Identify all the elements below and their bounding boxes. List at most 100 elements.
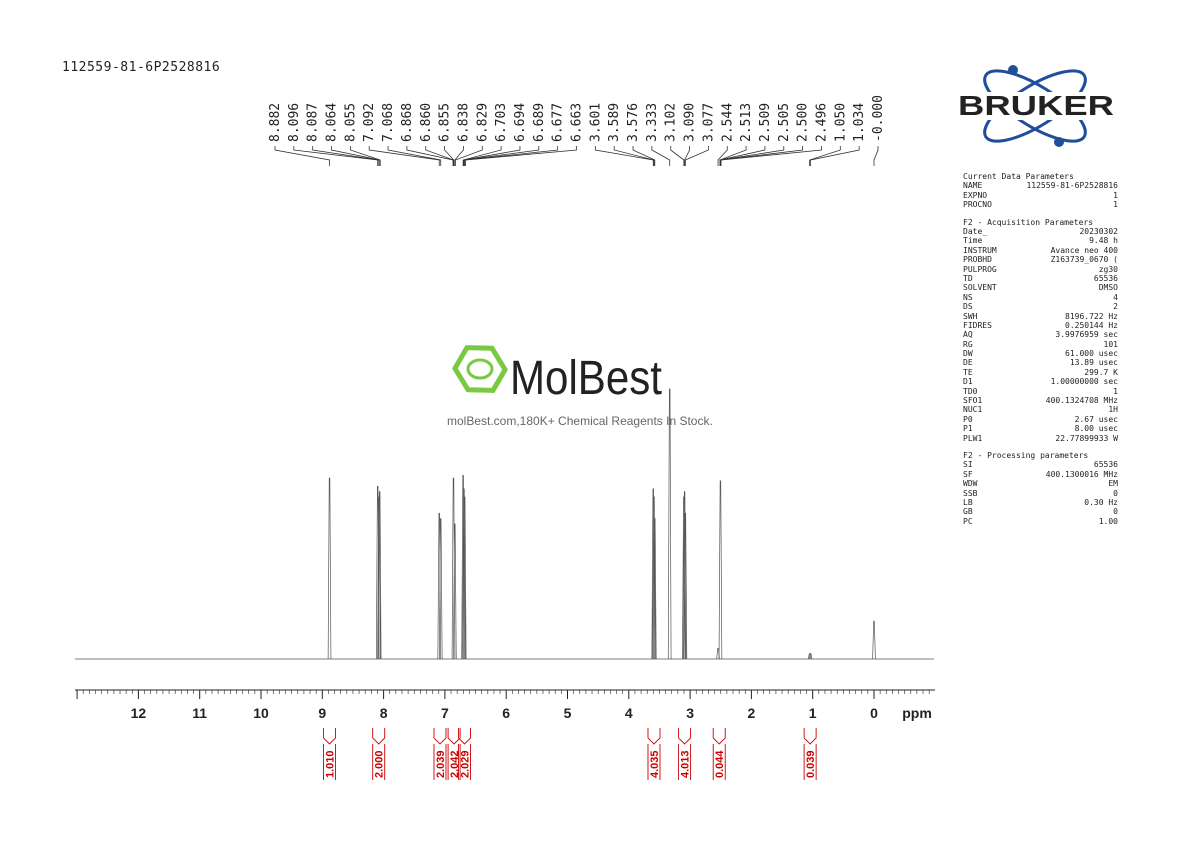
param-row: SOLVENT DMSO bbox=[963, 283, 1118, 292]
param-key: TE bbox=[963, 367, 973, 377]
peak-label: 6.677 bbox=[551, 103, 566, 142]
x-tick-label: 3 bbox=[686, 705, 694, 721]
param-row: FIDRES 0.250144 Hz bbox=[963, 321, 1118, 330]
peak-label-leader bbox=[810, 146, 860, 166]
spectrum-peak bbox=[807, 653, 812, 660]
param-row: Time 9.48 h bbox=[963, 236, 1118, 245]
param-key: NS bbox=[963, 292, 973, 302]
x-axis-label: ppm bbox=[902, 705, 932, 721]
param-value: 65536 bbox=[1093, 460, 1118, 470]
param-value: 2.67 usec bbox=[1074, 414, 1118, 424]
peak-label: 2.513 bbox=[739, 103, 754, 142]
x-tick-label: 7 bbox=[441, 705, 449, 721]
param-value: 1 bbox=[1113, 386, 1118, 396]
peak-label-leader bbox=[809, 146, 841, 166]
peak-label: 8.882 bbox=[268, 103, 283, 142]
molbest-name: MolBest bbox=[510, 352, 662, 402]
peak-label: 6.694 bbox=[513, 103, 528, 142]
param-value: 400.1300016 MHz bbox=[1045, 469, 1118, 479]
peak-label-leader bbox=[274, 146, 330, 166]
x-tick-label: 2 bbox=[748, 705, 756, 721]
integral-bracket bbox=[458, 728, 471, 745]
peak-label-leader bbox=[406, 146, 454, 166]
integral-value: 2.000 bbox=[374, 750, 386, 778]
peak-label: 2.496 bbox=[814, 103, 829, 142]
param-value: 8196.722 Hz bbox=[1065, 311, 1118, 321]
peak-label: 6.868 bbox=[400, 103, 415, 142]
param-value: 13.89 usec bbox=[1069, 358, 1118, 368]
param-value: 0.30 Hz bbox=[1084, 497, 1118, 507]
integral-bracket bbox=[803, 728, 817, 745]
param-key: EXPNO bbox=[963, 190, 988, 200]
peak-label-leader bbox=[464, 146, 559, 166]
integral-value: 0.039 bbox=[805, 750, 817, 778]
integral-value: 4.013 bbox=[680, 750, 692, 778]
param-row: SI 65536 bbox=[963, 460, 1118, 469]
peak-label: 3.090 bbox=[683, 103, 698, 142]
integral-bracket bbox=[433, 728, 447, 745]
param-row: NAME 112559-81-6P2528816 bbox=[963, 181, 1118, 190]
peak-label: 1.050 bbox=[833, 103, 848, 142]
acquisition-parameters-panel: Current Data Parameters NAME 112559-81-6P… bbox=[963, 172, 1118, 526]
param-value: 20230302 bbox=[1079, 226, 1118, 236]
peak-label: 6.689 bbox=[532, 103, 547, 142]
x-tick-label: 5 bbox=[564, 705, 572, 721]
peak-label: 3.576 bbox=[626, 103, 641, 142]
peak-label: 6.860 bbox=[419, 103, 434, 142]
param-key: AQ bbox=[963, 330, 973, 340]
integral-value: 2.029 bbox=[460, 750, 472, 778]
param-row: LB 0.30 Hz bbox=[963, 498, 1118, 507]
param-row: GB 0 bbox=[963, 507, 1118, 516]
peak-label: -0.000 bbox=[871, 95, 886, 142]
param-key: Time bbox=[963, 236, 983, 246]
param-row: PLW1 22.77899933 W bbox=[963, 434, 1118, 443]
integral-bracket bbox=[712, 728, 726, 745]
param-key: SI bbox=[963, 460, 973, 470]
watermark-tagline: molBest.com,180K+ Chemical Reagents In S… bbox=[447, 414, 713, 428]
param-value: 1.00 bbox=[1098, 516, 1118, 526]
param-value: 1.00000000 sec bbox=[1050, 377, 1118, 387]
spectrum-peak bbox=[377, 491, 382, 660]
current-params-list: NAME 112559-81-6P2528816 EXPNO 1 PROCNO 1 bbox=[963, 181, 1118, 209]
spectrum-peak bbox=[462, 488, 466, 660]
peak-label-leader bbox=[594, 146, 654, 166]
param-row: SF 400.1300016 MHz bbox=[963, 470, 1118, 479]
param-key: PROBHD bbox=[963, 255, 992, 265]
param-key: PLW1 bbox=[963, 433, 983, 443]
x-tick-label: 12 bbox=[131, 705, 147, 721]
peak-label-leader bbox=[454, 146, 464, 166]
peak-label: 3.589 bbox=[607, 103, 622, 142]
param-value: EM bbox=[1108, 479, 1118, 489]
peak-label-leader bbox=[651, 146, 671, 166]
param-row: DS 2 bbox=[963, 302, 1118, 311]
x-tick-label: 9 bbox=[318, 705, 326, 721]
peak-label: 2.509 bbox=[758, 103, 773, 142]
param-value: DMSO bbox=[1098, 283, 1118, 293]
spectrum-peak bbox=[652, 496, 656, 660]
processing-params-title: F2 - Processing parameters bbox=[963, 450, 1089, 460]
peak-label: 3.333 bbox=[645, 103, 660, 142]
processing-params-list: SI 65536 SF 400.1300016 MHz WDW EM SSB 0 LB 0.30 … bbox=[963, 460, 1118, 526]
spectrum-trace-layer bbox=[75, 388, 934, 660]
peak-label-leader bbox=[684, 146, 690, 166]
param-value: 400.1324708 MHz bbox=[1045, 396, 1118, 406]
peak-label-layer: 8.882 8.096 8.087 8.064 8.055 7.092 7.068 6.868… bbox=[268, 95, 886, 166]
peak-label: 6.838 bbox=[456, 103, 471, 142]
param-row: PULPROG zg30 bbox=[963, 265, 1118, 274]
spectrum-peak bbox=[462, 496, 467, 660]
param-key: DS bbox=[963, 302, 973, 312]
peak-label: 1.034 bbox=[852, 103, 867, 142]
param-row: PROCNO 1 bbox=[963, 200, 1118, 209]
param-key: SFO1 bbox=[963, 396, 983, 406]
integral-value: 4.035 bbox=[649, 750, 661, 778]
peak-label-leader bbox=[444, 146, 455, 166]
integral-bracket bbox=[323, 728, 336, 745]
param-value: 1H bbox=[1108, 405, 1118, 415]
param-row: DW 61.000 usec bbox=[963, 349, 1118, 358]
spectrum-peak bbox=[453, 523, 457, 660]
peak-label: 8.096 bbox=[287, 103, 302, 142]
spectrum-peak bbox=[808, 653, 813, 660]
molbest-watermark: MolBest bbox=[452, 345, 662, 402]
param-value: 65536 bbox=[1093, 273, 1118, 283]
peak-label-leader bbox=[462, 146, 502, 166]
